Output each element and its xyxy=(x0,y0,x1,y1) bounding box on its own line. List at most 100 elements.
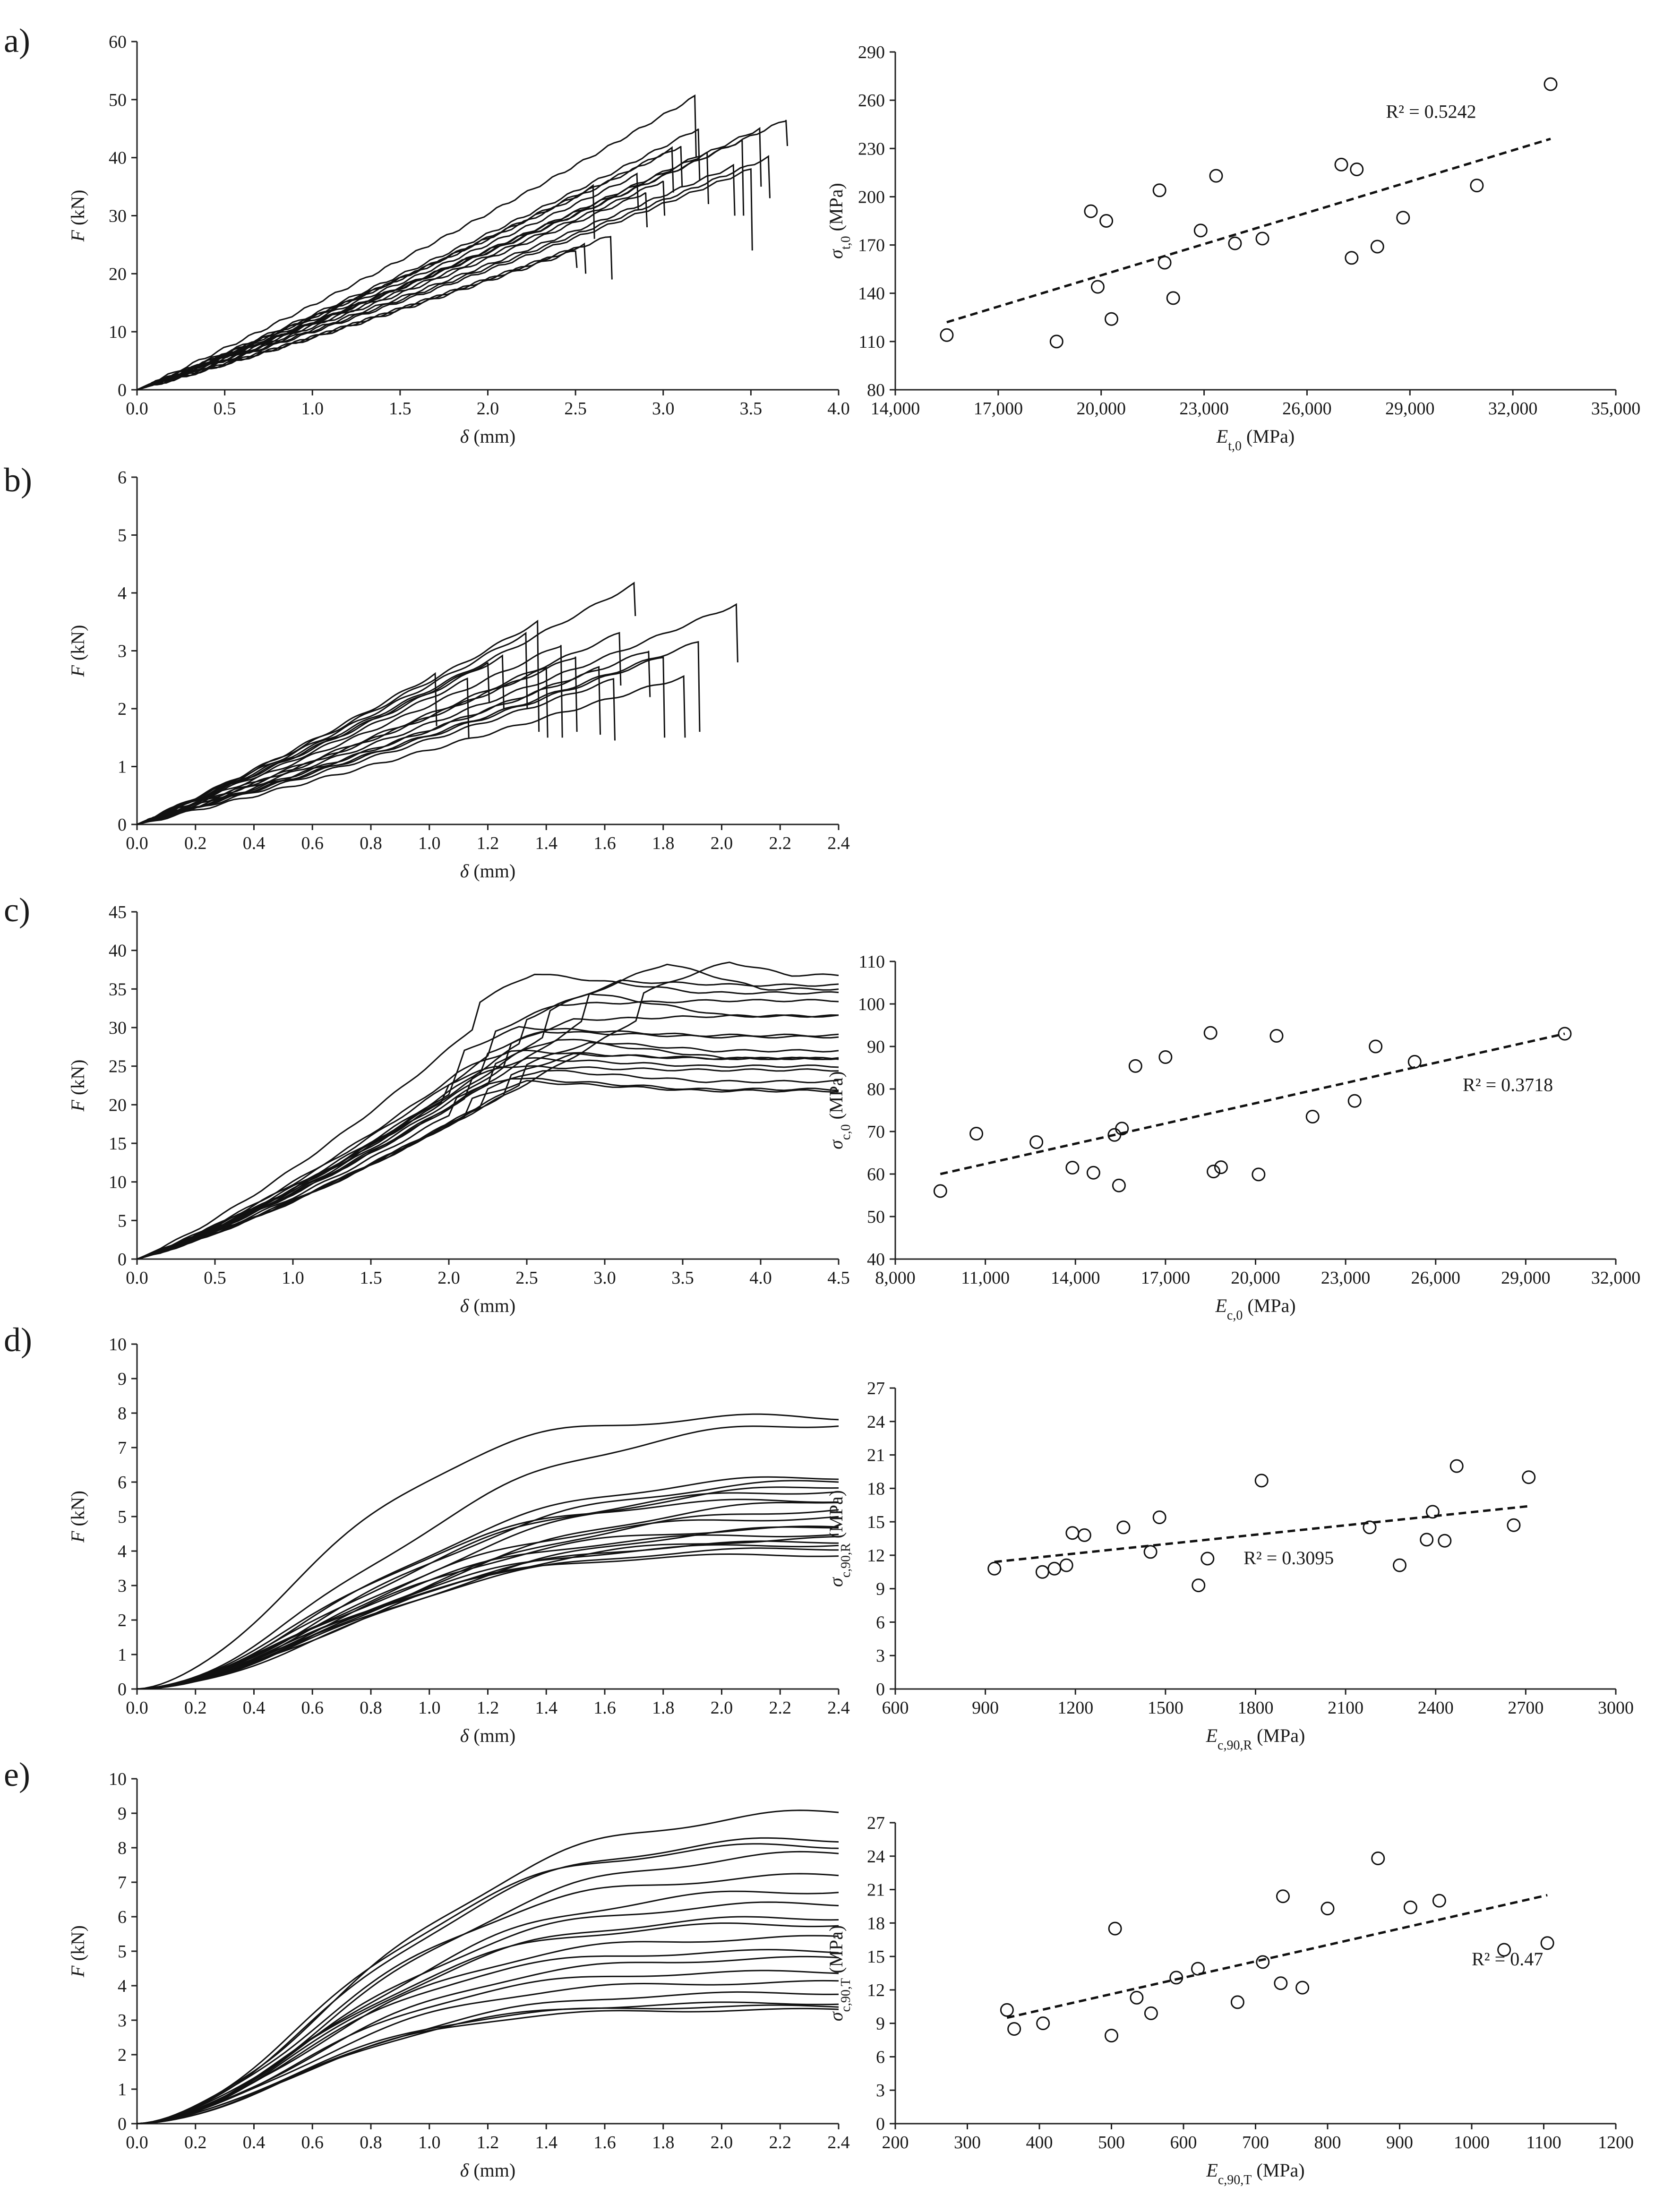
x-tick-label: 0.0 xyxy=(126,399,148,419)
data-point xyxy=(1105,2029,1118,2043)
x-tick-label: 2.0 xyxy=(437,1268,460,1288)
load-curve-specimen-10 xyxy=(137,1049,839,1260)
x-tick-label: 29,000 xyxy=(1501,1268,1551,1288)
load-curve-specimen-16 xyxy=(137,1042,839,1260)
x-tick-label: 300 xyxy=(954,2133,981,2152)
y-tick-label: 12 xyxy=(867,1546,885,1566)
data-point xyxy=(1144,2006,1158,2020)
y-tick-label: 0 xyxy=(118,2114,127,2134)
data-point xyxy=(1000,2003,1014,2017)
data-point xyxy=(1396,211,1410,225)
y-axis-title: F (kN) xyxy=(67,625,88,677)
data-point xyxy=(1099,214,1114,228)
data-point xyxy=(969,1127,984,1140)
y-tick-label: 50 xyxy=(109,90,127,110)
y-tick-label: 25 xyxy=(109,1057,127,1077)
x-tick-label: 0.0 xyxy=(126,1268,148,1288)
data-point xyxy=(1065,1161,1080,1175)
data-point xyxy=(1407,1055,1422,1069)
y-tick-label: 20 xyxy=(109,1095,127,1115)
load-curve-specimen-15 xyxy=(137,2001,839,2125)
x-tick-label: 2.0 xyxy=(711,1698,733,1718)
x-tick-label: 1.6 xyxy=(593,1698,616,1718)
x-axis-title: δ (mm) xyxy=(460,2160,515,2181)
load-curve-specimen-15 xyxy=(137,236,613,391)
y-tick-label: 27 xyxy=(867,1813,885,1833)
y-tick-label: 30 xyxy=(109,1018,127,1038)
y-tick-label: 10 xyxy=(109,1769,127,1789)
y-tick-label: 80 xyxy=(867,1080,885,1099)
load-curve-specimen-12 xyxy=(137,1540,839,1690)
load-curve-specimen-08 xyxy=(137,1516,839,1690)
y-tick-label: 15 xyxy=(867,1512,885,1532)
data-point xyxy=(1403,1900,1417,1914)
load-curve-specimen-09 xyxy=(137,1038,839,1260)
chart-c-right: 8,000 11,000 14,000 17,000 20,000 23,000 26,00… xyxy=(825,952,1640,1323)
data-point xyxy=(1130,1990,1144,2005)
x-tick-label: 35,000 xyxy=(1591,399,1641,419)
y-axis-title: σc,0 (MPa) xyxy=(825,1071,853,1149)
load-curve-specimen-06 xyxy=(137,619,540,825)
x-axis-title: δ (mm) xyxy=(460,860,515,882)
data-point xyxy=(1084,204,1098,218)
load-curve-specimen-06 xyxy=(137,146,683,391)
load-curve-specimen-16 xyxy=(137,675,686,825)
data-point xyxy=(1192,1578,1206,1593)
load-curve-specimen-02 xyxy=(137,1425,839,1690)
y-tick-label: 20 xyxy=(109,264,127,284)
data-point xyxy=(1255,231,1269,246)
y-tick-label: 6 xyxy=(118,468,127,488)
x-tick-label: 17,000 xyxy=(974,399,1023,419)
y-tick-label: 24 xyxy=(867,1847,885,1867)
x-axis-title: δ (mm) xyxy=(460,1295,515,1316)
x-axis-title: δ (mm) xyxy=(460,1725,515,1746)
y-axis-title: F (kN) xyxy=(67,1491,88,1543)
x-tick-label: 1.5 xyxy=(389,399,412,419)
x-tick-label: 4.0 xyxy=(827,399,850,419)
data-point xyxy=(1029,1135,1044,1149)
load-curve-specimen-06 xyxy=(137,1499,839,1690)
x-tick-label: 29,000 xyxy=(1385,399,1435,419)
y-tick-label: 1 xyxy=(118,1645,127,1665)
data-point xyxy=(940,328,954,342)
load-curve-specimen-17 xyxy=(137,1526,839,1690)
y-axis-title: F (kN) xyxy=(67,190,88,242)
load-curve-specimen-03 xyxy=(137,1843,839,2125)
load-curve-specimen-12 xyxy=(137,1065,839,1260)
r-squared-label: R² = 0.3095 xyxy=(1243,1547,1334,1569)
x-axis-title: Et,0 (MPa) xyxy=(1216,426,1295,454)
y-tick-label: 40 xyxy=(867,1250,885,1269)
trend-line xyxy=(1006,1894,1548,2019)
data-point xyxy=(1116,1520,1131,1535)
x-tick-label: 1200 xyxy=(1598,2133,1634,2152)
x-tick-label: 2.5 xyxy=(564,399,587,419)
y-tick-label: 90 xyxy=(867,1037,885,1057)
load-curve-specimen-14 xyxy=(137,1991,839,2125)
data-point xyxy=(1507,1518,1521,1532)
data-point xyxy=(1497,1943,1511,1957)
y-tick-label: 10 xyxy=(109,1173,127,1192)
x-tick-label: 0.0 xyxy=(126,1698,148,1718)
y-tick-label: 6 xyxy=(118,1907,127,1927)
load-curve-specimen-10 xyxy=(137,1949,839,2125)
x-tick-label: 1.0 xyxy=(418,1698,441,1718)
data-point xyxy=(1370,240,1384,254)
load-curve-specimen-13 xyxy=(137,1980,839,2125)
x-tick-label: 1.0 xyxy=(418,2133,441,2152)
y-tick-label: 0 xyxy=(876,1680,885,1699)
data-point xyxy=(1438,1534,1452,1548)
data-point xyxy=(1305,1110,1320,1123)
data-point xyxy=(1152,1510,1166,1525)
x-tick-label: 2.0 xyxy=(711,833,733,853)
x-tick-label: 3.0 xyxy=(652,399,675,419)
y-tick-label: 10 xyxy=(109,1335,127,1355)
chart-c-left: 0.0 0.5 1.0 1.5 2.0 2.5 3.0 3.5 4.0 4.5 0 5 10 15 20 25… xyxy=(67,902,850,1316)
x-tick-label: 1.0 xyxy=(301,399,324,419)
chart-a-right: 14,000 17,000 20,000 23,000 26,000 29,000 32,0… xyxy=(825,43,1640,454)
load-curve-specimen-09 xyxy=(137,1935,839,2125)
data-point xyxy=(1077,1528,1091,1542)
x-tick-label: 23,000 xyxy=(1321,1268,1371,1288)
x-tick-label: 2.4 xyxy=(827,2133,850,2152)
load-curve-specimen-12 xyxy=(137,1970,839,2125)
